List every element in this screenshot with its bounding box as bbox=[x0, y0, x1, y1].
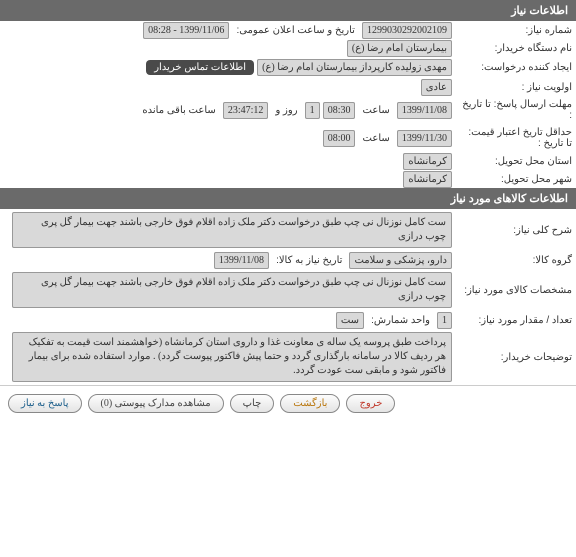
goods-spec-field: ست کامل نوزنال نی چپ طبق درخواست دکتر مل… bbox=[12, 272, 452, 308]
priority-field: عادی bbox=[421, 79, 452, 96]
label-need-number: شماره نیاز: bbox=[456, 21, 576, 39]
validity-date-field: 1399/11/30 bbox=[397, 130, 452, 147]
label-general-desc: شرح کلی نیاز: bbox=[456, 209, 576, 251]
view-attachments-button[interactable]: مشاهده مدارک پیوستی (0) bbox=[88, 394, 224, 413]
count-unit-field: ست bbox=[336, 312, 364, 329]
days-remaining-field: 1 bbox=[305, 102, 320, 119]
buyer-contact-button[interactable]: اطلاعات تماس خریدار bbox=[146, 60, 254, 75]
label-delivery-province: استان محل تحویل: bbox=[456, 152, 576, 170]
label-delivery-city: شهر محل تحویل: bbox=[456, 170, 576, 188]
validity-time-field: 08:00 bbox=[323, 130, 356, 147]
request-creator-field: مهدی زولیده کارپرداز بیمارستان امام رضا … bbox=[257, 59, 452, 76]
goods-info-table: شرح کلی نیاز: ست کامل نوزنال نی چپ طبق د… bbox=[0, 209, 576, 385]
need-qty-field: 1 bbox=[437, 312, 452, 329]
deadline-time-field: 08:30 bbox=[323, 102, 356, 119]
time-remaining-field: 23:47:12 bbox=[223, 102, 269, 119]
button-row: پاسخ به نیاز مشاهده مدارک پیوستی (0) چاپ… bbox=[0, 385, 576, 421]
label-time-1: ساعت bbox=[363, 105, 390, 116]
buyer-device-field: بیمارستان امام رضا (ع) bbox=[347, 40, 452, 57]
label-day-and: روز و bbox=[275, 105, 297, 116]
label-time-2: ساعت bbox=[363, 133, 390, 144]
need-goods-date-field: 1399/11/08 bbox=[214, 252, 269, 269]
back-button[interactable]: بازگشت bbox=[280, 394, 340, 413]
label-count-unit: واحد شمارش: bbox=[371, 315, 430, 326]
label-min-validity: حداقل تاریخ اعتبار قیمت: تا تاریخ : bbox=[456, 124, 576, 152]
section-header-goods-info: اطلاعات کالاهای مورد نیاز bbox=[0, 188, 576, 209]
label-buyer-notes: توضیحات خریدار: bbox=[456, 329, 576, 385]
label-priority: اولویت نیاز : bbox=[456, 78, 576, 96]
delivery-city-field: کرمانشاه bbox=[403, 171, 452, 188]
exit-button[interactable]: خروج bbox=[346, 394, 395, 413]
respond-button[interactable]: پاسخ به نیاز bbox=[8, 394, 82, 413]
label-remaining: ساعت باقی مانده bbox=[142, 105, 215, 116]
delivery-province-field: کرمانشاه bbox=[403, 153, 452, 170]
print-button[interactable]: چاپ bbox=[230, 394, 275, 413]
label-request-creator: ایجاد کننده درخواست: bbox=[456, 57, 576, 78]
public-datetime-field: 1399/11/06 - 08:28 bbox=[143, 22, 229, 39]
need-info-table: شماره نیاز: 1299030292002109 تاریخ و ساع… bbox=[0, 21, 576, 188]
deadline-date-field: 1399/11/08 bbox=[397, 102, 452, 119]
label-goods-spec: مشخصات کالای مورد نیاز: bbox=[456, 269, 576, 311]
label-buyer-device: نام دستگاه خریدار: bbox=[456, 39, 576, 57]
general-desc-field: ست کامل نوزنال نی چپ طبق درخواست دکتر مل… bbox=[12, 212, 452, 248]
section-header-need-info: اطلاعات نیاز bbox=[0, 0, 576, 21]
label-response-deadline: مهلت ارسال پاسخ: تا تاریخ : bbox=[456, 96, 576, 124]
label-goods-group: گروه کالا: bbox=[456, 251, 576, 269]
goods-group-field: دارو، پزشکی و سلامت bbox=[349, 252, 452, 269]
need-number-field: 1299030292002109 bbox=[362, 22, 452, 39]
label-public-datetime: تاریخ و ساعت اعلان عمومی: bbox=[236, 25, 355, 36]
label-need-qty: تعداد / مقدار مورد نیاز: bbox=[456, 311, 576, 329]
label-need-goods-date: تاریخ نیاز به کالا: bbox=[276, 255, 342, 266]
buyer-notes-field: پرداخت طبق پروسه یک ساله ی معاونت غذا و … bbox=[12, 332, 452, 382]
